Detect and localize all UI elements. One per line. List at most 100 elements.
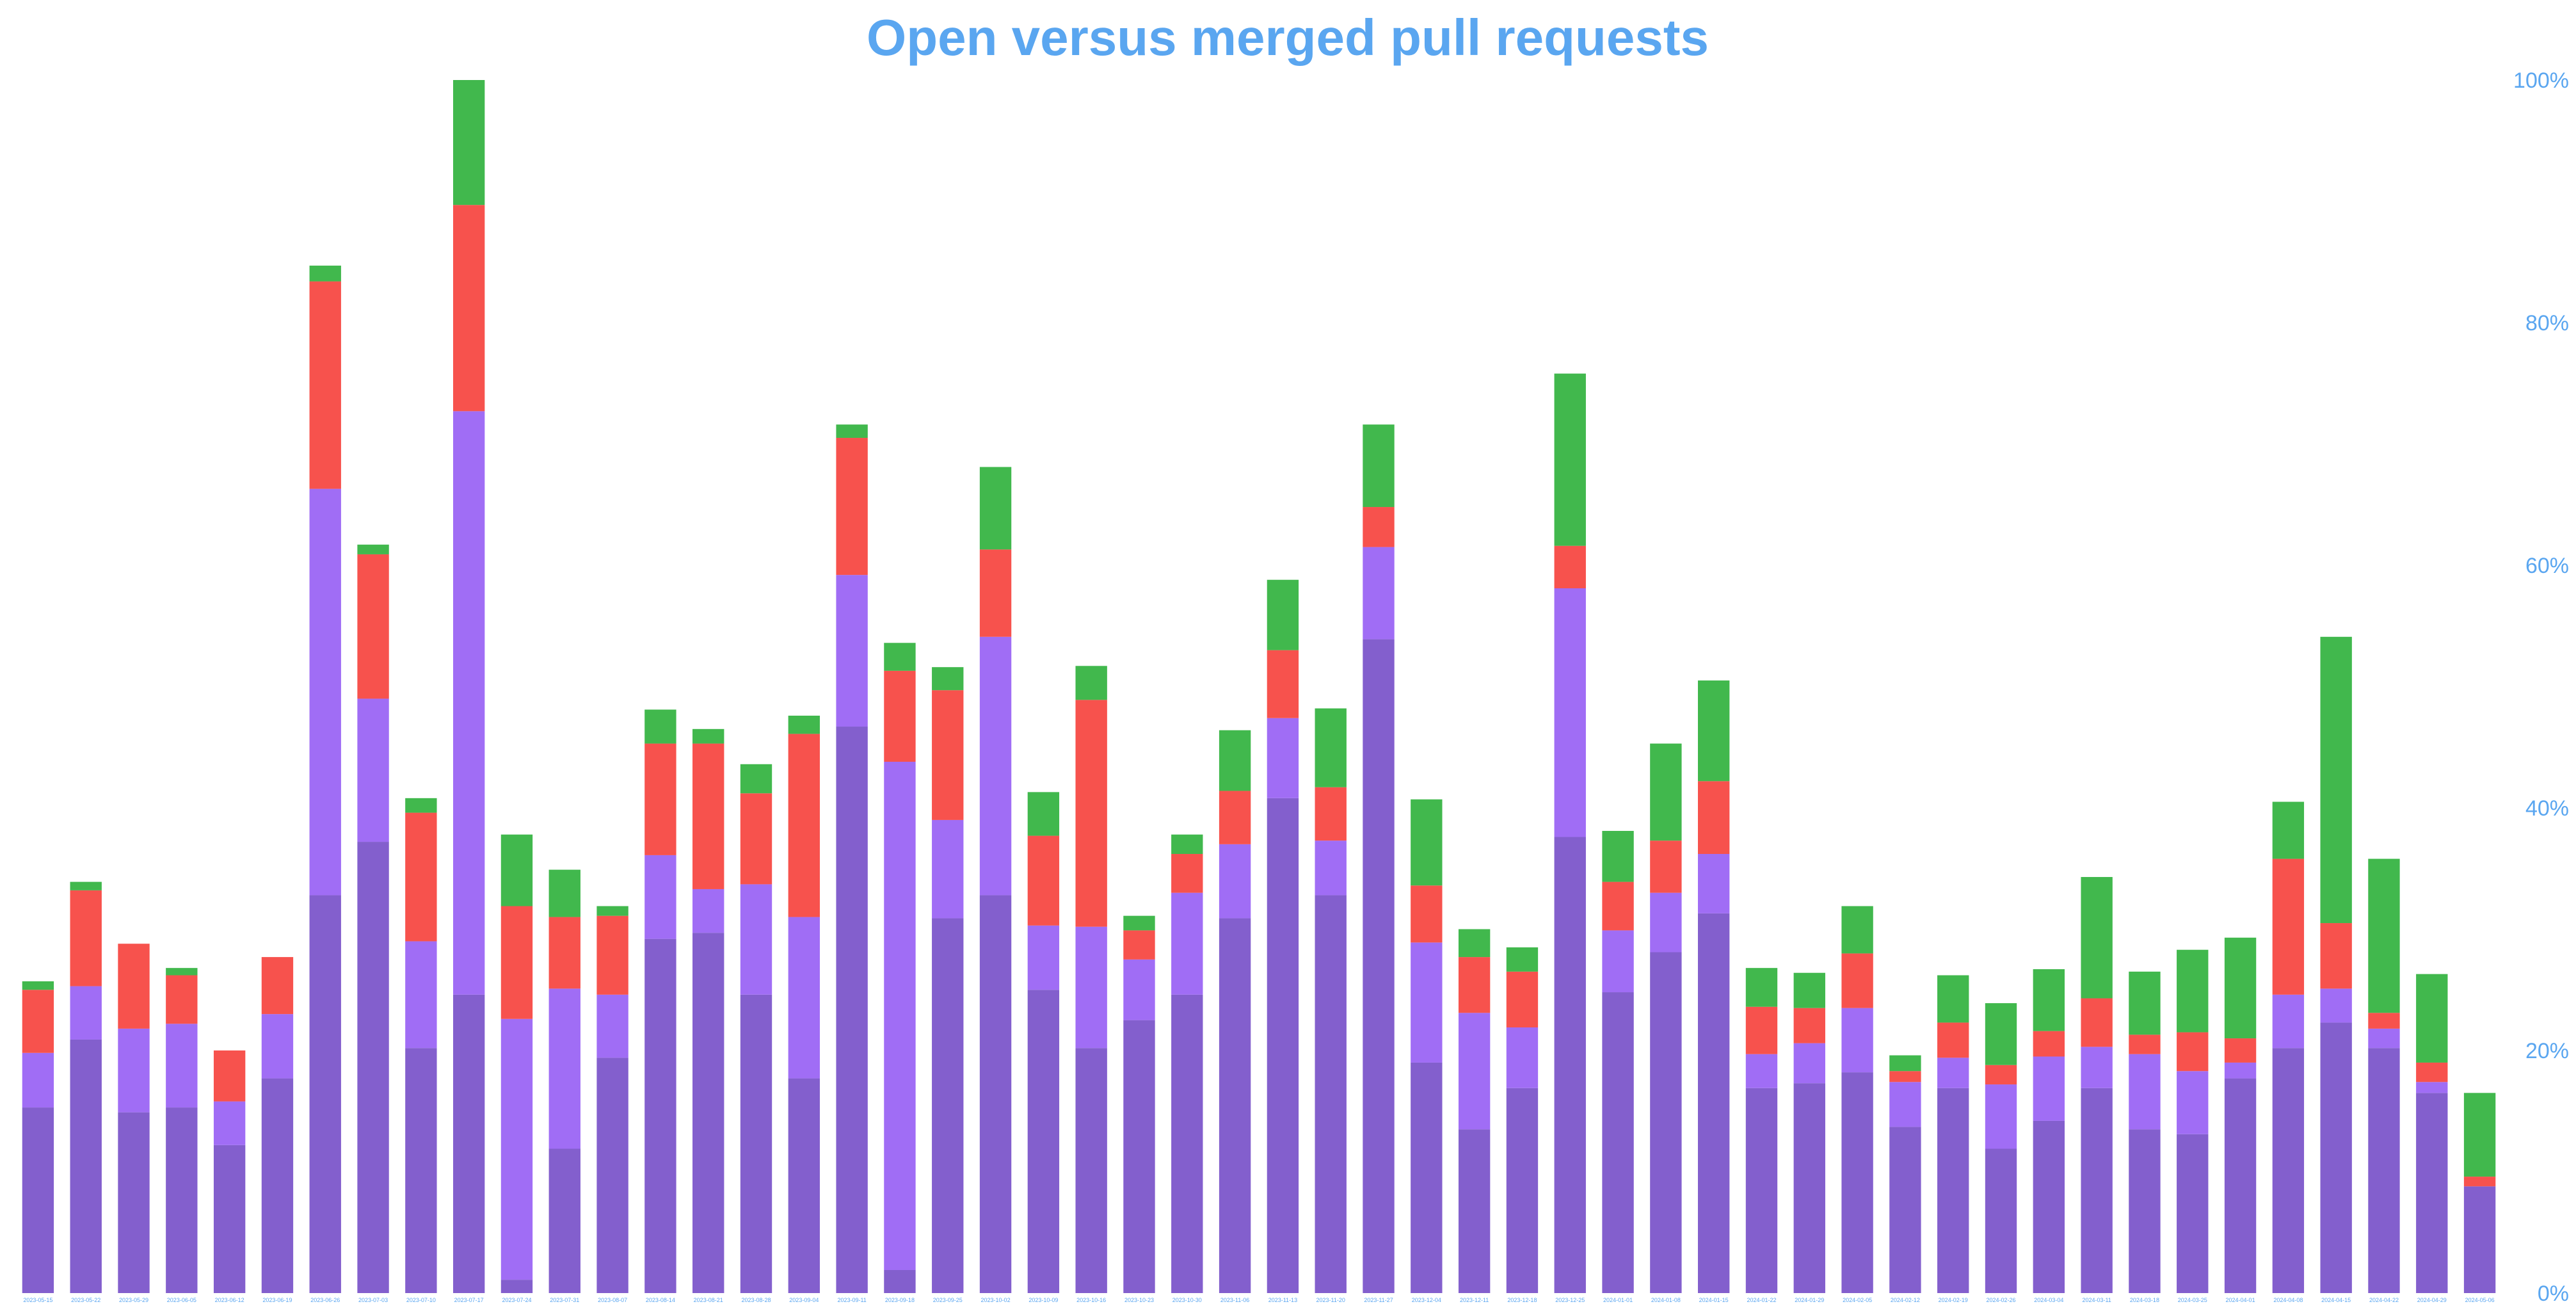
bar-segment [166,968,198,976]
bar-segment [692,889,724,933]
bar-segment [213,1101,246,1145]
bar-segment [2416,974,2448,1063]
x-tick-label: 2024-02-19 [1939,1297,1968,1303]
y-tick-label: 40% [2525,796,2569,821]
bar-segment [1937,1058,1969,1088]
bar-segment [1554,837,1586,1293]
bar-segment [357,842,389,1293]
bar-segment [452,411,485,995]
bar-segment [2129,1034,2161,1054]
bar-segment [836,575,868,727]
bar-layer [22,80,2496,1294]
bar-segment [261,957,294,1015]
y-tick-label: 100% [2513,68,2569,93]
bar-segment [932,918,964,1293]
bar-segment [596,915,628,995]
bar-segment [836,424,868,438]
bar-segment [1315,840,1347,896]
bar-segment [261,1014,294,1079]
x-tick-label: 2023-05-29 [119,1297,148,1303]
bar-segment [2177,949,2209,1033]
bar-segment [1745,1088,1778,1293]
bar-segment [357,544,389,554]
bar-segment [1075,700,1107,927]
x-tick-label: 2024-04-01 [2226,1297,2255,1303]
bar-segment [1793,1008,1825,1043]
bar-segment [1458,957,1491,1013]
x-tick-label: 2024-03-04 [2034,1297,2063,1303]
bar-segment [22,990,54,1053]
x-tick-label: 2023-12-25 [1555,1297,1585,1303]
bar-segment [1219,730,1251,791]
bar-segment [405,941,437,1049]
bar-segment [452,205,485,412]
bar-segment [1841,953,1873,1008]
bar-segment [1841,1008,1873,1073]
x-tick-label: 2023-06-26 [310,1297,340,1303]
bar-segment [1363,507,1395,547]
bar-segment [2368,1013,2400,1029]
bar-segment [1985,1084,2017,1149]
x-tick-label: 2024-04-15 [2321,1297,2351,1303]
x-tick-label: 2023-07-17 [454,1297,484,1303]
bar-segment [1602,992,1634,1293]
bar-segment [1506,971,1539,1027]
x-tick-label: 2023-11-27 [1364,1297,1393,1303]
bar-segment [405,798,437,813]
x-tick-label: 2023-08-28 [741,1297,771,1303]
x-tick-label: 2023-08-21 [694,1297,723,1303]
x-tick-label: 2024-03-11 [2082,1297,2111,1303]
bar-segment [979,549,1012,637]
bar-segment [1697,680,1730,782]
bar-segment [405,1048,437,1293]
x-tick-label: 2023-11-06 [1220,1297,1249,1303]
y-tick-label: 20% [2525,1039,2569,1063]
chart-title: Open versus merged pull requests [867,9,1709,66]
bar-segment [2416,1093,2448,1294]
bar-segment [2272,994,2305,1049]
bar-segment [2416,1082,2448,1093]
bar-segment [118,944,150,1029]
bar-segment [1554,373,1586,546]
bar-segment [166,1024,198,1108]
bar-segment [2368,858,2400,1013]
bar-segment [1075,666,1107,700]
bar-segment [979,636,1012,896]
bar-segment [1985,1065,2017,1085]
bar-segment [644,743,676,855]
x-tick-label: 2024-05-06 [2465,1297,2495,1303]
x-tick-label: 2023-12-11 [1460,1297,1489,1303]
bar-segment [1363,424,1395,508]
bar-segment [644,855,676,939]
bar-segment [2224,937,2257,1039]
x-tick-label: 2023-06-05 [167,1297,196,1303]
bar-segment [1841,906,1873,954]
bar-segment [932,667,964,691]
bar-segment [2272,858,2305,995]
bar-segment [548,917,580,989]
x-tick-label: 2023-06-19 [262,1297,292,1303]
x-tick-label: 2023-07-10 [406,1297,436,1303]
y-tick-label: 60% [2525,554,2569,578]
bar-segment [2177,1032,2209,1072]
bar-segment [2416,1062,2448,1082]
x-tick-label: 2023-06-12 [215,1297,244,1303]
bar-segment [1697,781,1730,855]
bar-segment [788,734,820,917]
x-tick-label: 2023-09-11 [837,1297,866,1303]
x-tick-label: 2023-05-15 [23,1297,52,1303]
bar-segment [1458,1129,1491,1293]
bar-segment [1506,1088,1539,1293]
bar-segment [2081,1047,2113,1088]
bar-segment [644,938,676,1293]
x-tick-label: 2023-10-30 [1172,1297,1202,1303]
bar-segment [1315,787,1347,841]
bar-segment [979,895,1012,1293]
bar-segment [2320,1022,2352,1293]
x-tick-label: 2024-02-05 [1843,1297,1872,1303]
bar-segment [1889,1082,1921,1127]
x-tick-label: 2024-02-12 [1891,1297,1920,1303]
bar-segment [1793,972,1825,1008]
bar-segment [357,698,389,842]
bar-segment [1985,1003,2017,1065]
